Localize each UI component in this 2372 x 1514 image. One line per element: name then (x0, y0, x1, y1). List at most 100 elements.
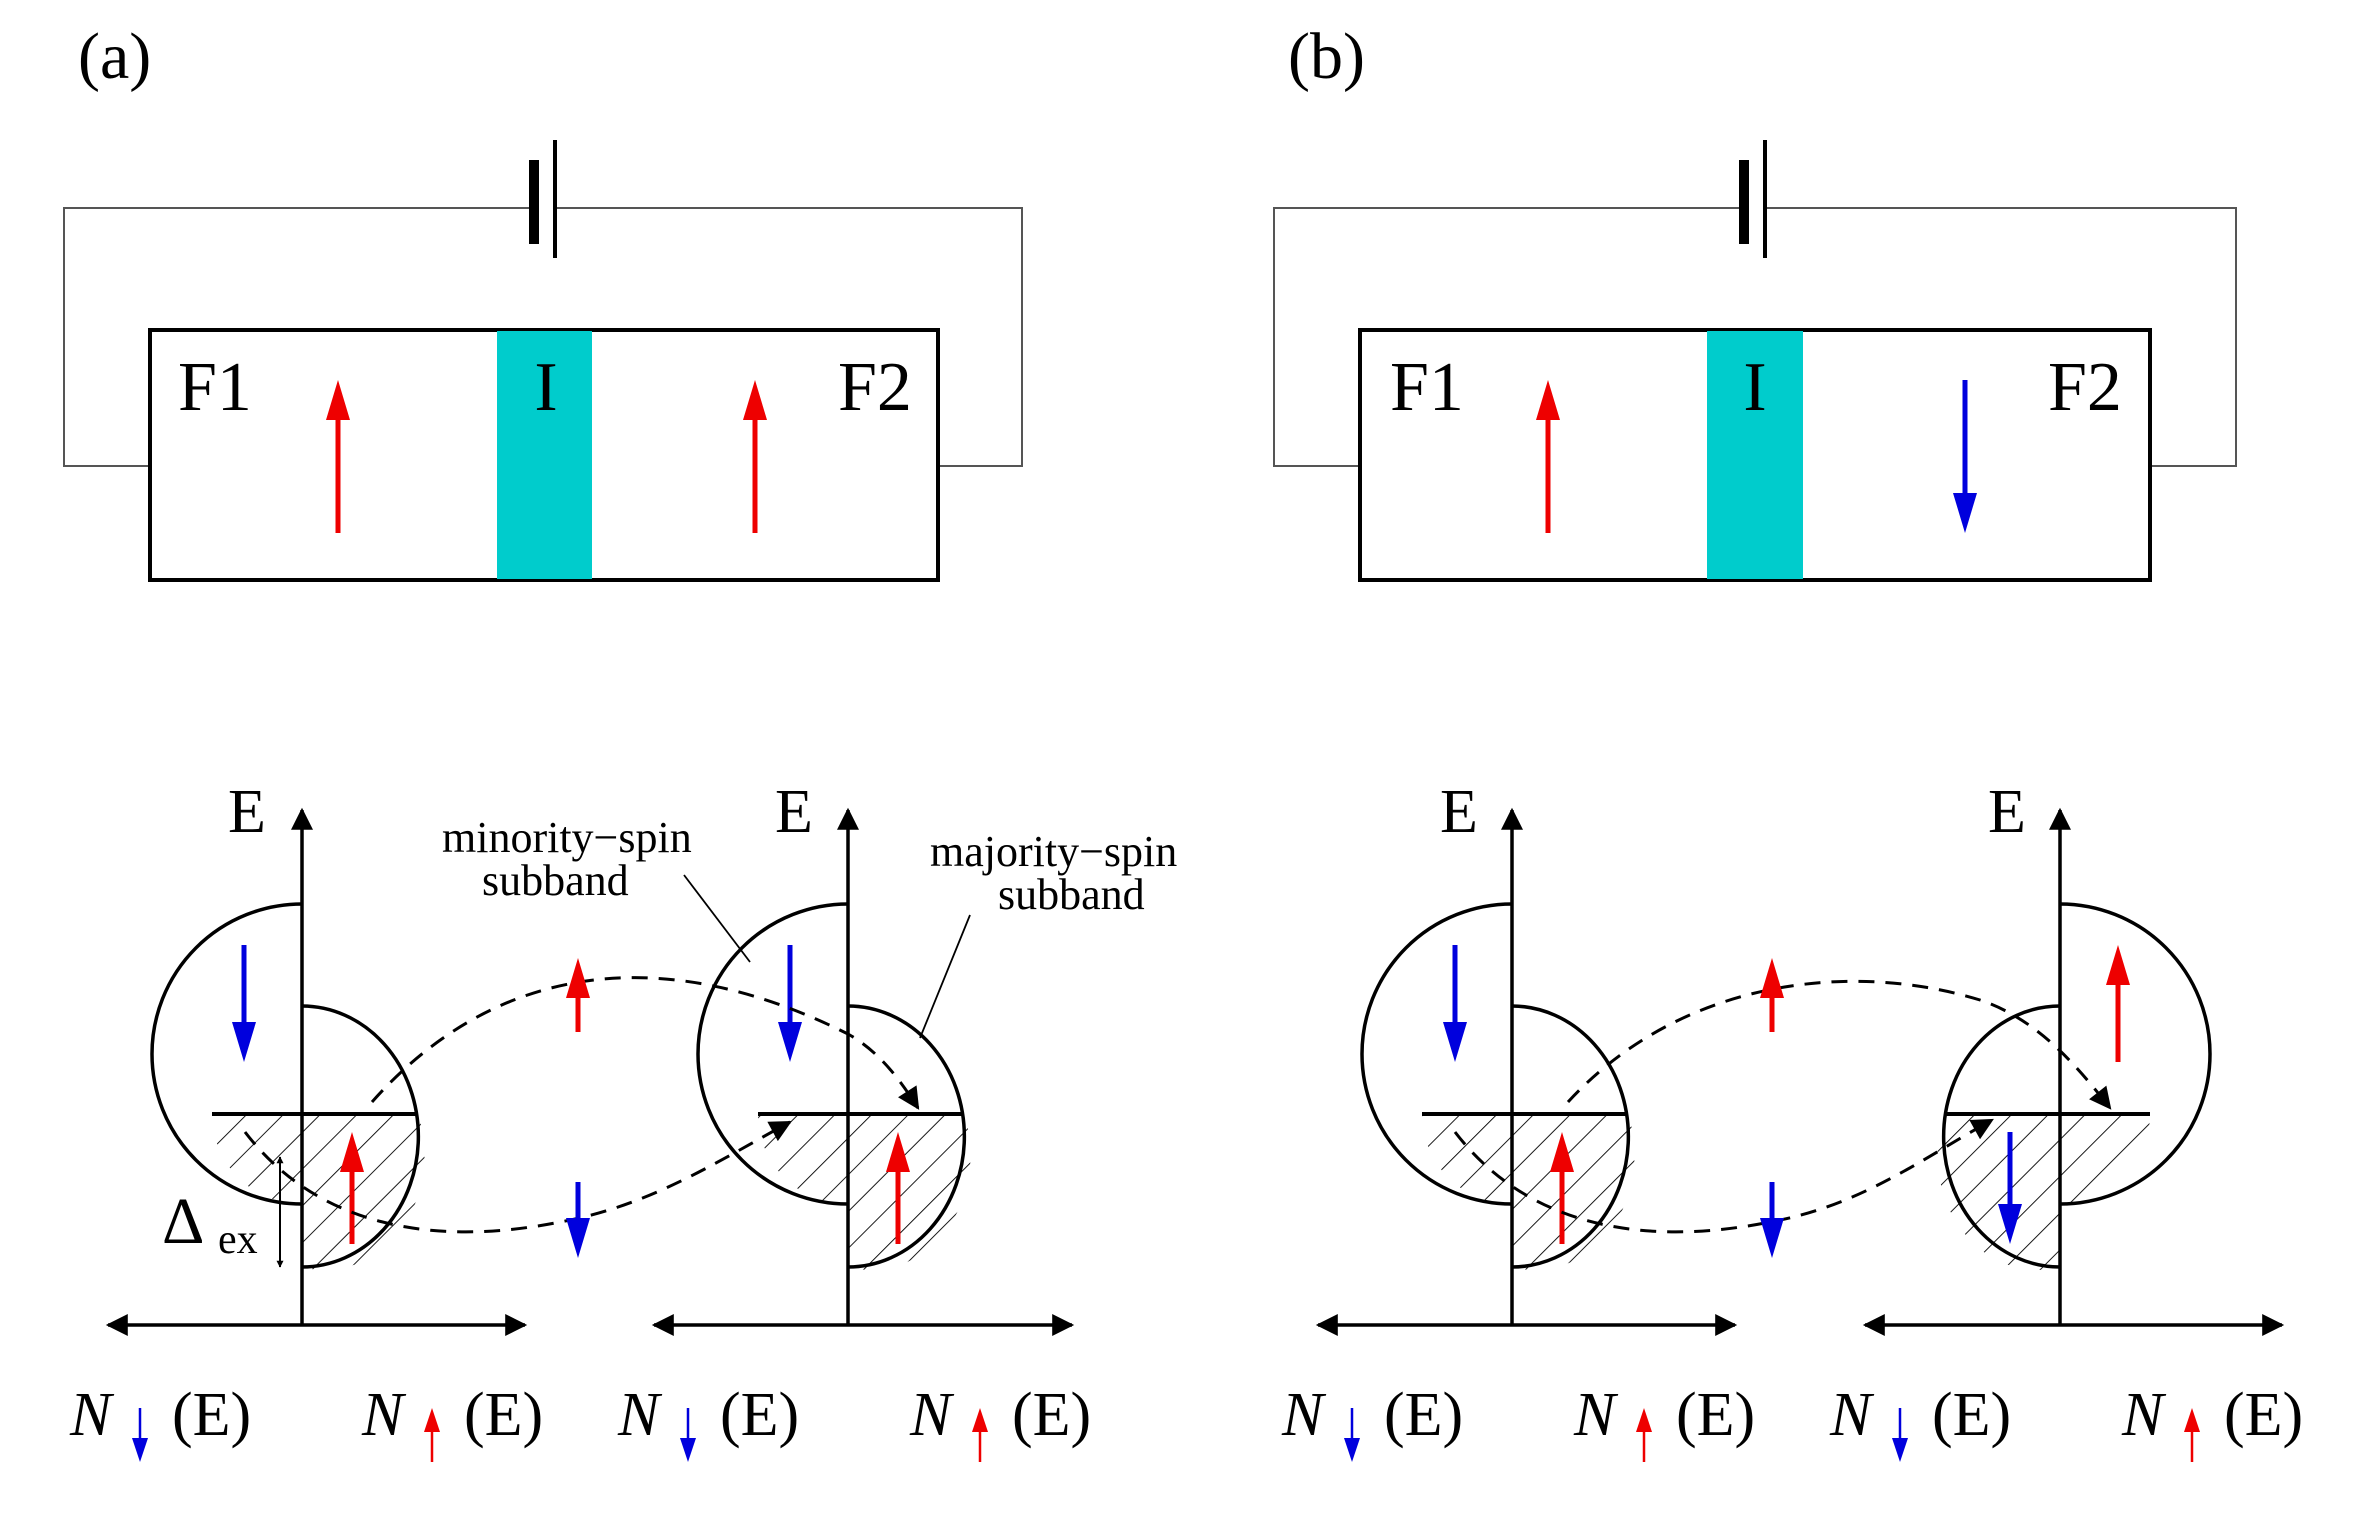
spin-down-subscript-icon (1344, 1408, 1360, 1462)
dos-b-left-minority-band (1360, 902, 1513, 1206)
spin-up-subscript-icon (424, 1408, 440, 1462)
dos-b-right-up-band (2059, 902, 2212, 1206)
arrow-head (566, 958, 590, 998)
dos-b-right-majority-filled (1937, 1114, 2060, 1270)
n-symbol: N (909, 1381, 955, 1449)
arrow-head (340, 1132, 364, 1172)
minority-subband-label-line2: subband (482, 856, 629, 905)
arrow-head (743, 380, 767, 420)
dos-b-left-energy-label: E (1440, 778, 1478, 846)
n-argument: (E) (1932, 1381, 2011, 1449)
panel-a-junction: (a) F1 I F2 (63, 20, 1023, 582)
n-argument: (E) (1012, 1381, 1091, 1449)
dos-a-tunneling (243, 958, 920, 1258)
arrow-head (1998, 1204, 2022, 1244)
panel-b-circuit-wire (1273, 207, 2237, 467)
panel-b-label: (b) (1288, 20, 1365, 93)
panel-b-f1-magnetization-arrow (1536, 380, 1560, 533)
dos-b-left-minority-filled (1422, 1114, 1512, 1204)
arrow-head (566, 1218, 590, 1258)
spin-up-subscript-icon (2184, 1408, 2200, 1462)
dos-a-left-majority-spin-arrow (340, 1132, 364, 1244)
arrow-head (972, 1408, 988, 1432)
n-symbol: N (69, 1381, 115, 1449)
spin-down-subscript-icon (132, 1408, 148, 1462)
n-down-label-2: N (E) (617, 1381, 799, 1462)
arrow-head (132, 1438, 148, 1462)
spin-down-subscript-icon (1892, 1408, 1908, 1462)
panel-a-circuit-wire (63, 207, 1023, 467)
dos-b-right-up-spin-arrow (2106, 945, 2130, 1062)
panel-a-insulator-label: I (534, 349, 557, 426)
arrow-head (1953, 493, 1977, 533)
n-argument: (E) (1384, 1381, 1463, 1449)
majority-subband-pointer (919, 914, 971, 1039)
dos-a-right-minority-spin-arrow (778, 945, 802, 1062)
panel-a-insulator-barrier (497, 331, 592, 579)
panel-a-f1-magnetization-arrow (326, 380, 350, 533)
arrow-head (778, 1022, 802, 1062)
dos-axis-labels: N (E) N (E) N (E) N (E) N (E) N (E) N (E) N (E) (69, 1381, 2303, 1462)
n-up-label-1: N (E) (361, 1381, 543, 1462)
majority-subband-label-line1: majority−spin (930, 827, 1177, 876)
panel-a-f1-label: F1 (178, 349, 252, 426)
dos-b-left-majority-spin-arrow (1550, 1132, 1574, 1244)
dos-b-tunneling-down-spin (1760, 1182, 1784, 1258)
dos-a-left-energy-label: E (228, 778, 266, 846)
dos-a-left-minority-filled (212, 1114, 302, 1204)
spin-up-subscript-icon (1636, 1408, 1652, 1462)
dos-b-right-down-spin-arrow (1998, 1132, 2022, 1244)
arrow-head (424, 1408, 440, 1432)
n-symbol: N (1573, 1381, 1619, 1449)
dos-a-right-minority-band (696, 902, 849, 1206)
panel-b-f1-label: F1 (1390, 349, 1464, 426)
dos-b-tunneling-up-spin (1760, 958, 1784, 1032)
n-symbol: N (1281, 1381, 1327, 1449)
n-down-label-1: N (E) (69, 1381, 251, 1462)
panel-a-label: (a) (78, 20, 151, 93)
n-argument: (E) (720, 1381, 799, 1449)
dos-b-right: E (1862, 778, 2285, 1336)
dos-a-right-majority-band (847, 1004, 967, 1269)
dos-a-tunneling-down-spin (566, 1182, 590, 1258)
dos-b-left-minority-spin-arrow (1443, 945, 1467, 1062)
arrow-head (680, 1438, 696, 1462)
spin-up-subscript-icon (972, 1408, 988, 1462)
panel-b-f2-magnetization-arrow (1953, 380, 1977, 533)
n-symbol: N (361, 1381, 407, 1449)
dos-b-right-down-band (1941, 1004, 2061, 1269)
dos-a-minority-tunneling-path (243, 1120, 792, 1234)
panel-a-f2-label: F2 (838, 349, 912, 426)
arrow-head (886, 1132, 910, 1172)
dos-a-right-minority-filled (758, 1114, 848, 1204)
dos-b-minority-tunneling-path (1453, 1118, 1994, 1234)
n-symbol: N (2121, 1381, 2167, 1449)
minority-subband-label-line1: minority−spin (442, 813, 692, 862)
dos-b-left: E (1315, 778, 1738, 1336)
dos-a-left-majority-filled (302, 1114, 425, 1270)
n-argument: (E) (1676, 1381, 1755, 1449)
arrow-head (2184, 1408, 2200, 1432)
dos-a-left-minority-band (150, 902, 303, 1206)
n-up-label-2: N (E) (909, 1381, 1091, 1462)
majority-subband-label-line2: subband (998, 870, 1145, 919)
dos-b-right-energy-label: E (1988, 778, 2026, 846)
n-symbol: N (617, 1381, 663, 1449)
n-up-label-3: N (E) (1573, 1381, 1755, 1462)
panel-b-insulator-label: I (1743, 349, 1766, 426)
arrow-head (1760, 1218, 1784, 1258)
dos-a-right: E minority−spin subband majority−spin su… (442, 778, 1177, 1336)
n-argument: (E) (172, 1381, 251, 1449)
dos-a-majority-tunneling-path (370, 976, 920, 1110)
panel-b-junction: (b) F1 I F2 (1273, 20, 2237, 582)
dos-a-right-majority-spin-arrow (886, 1132, 910, 1244)
dos-a-right-energy-label: E (775, 778, 813, 846)
dos-b-tunneling (1453, 958, 2112, 1258)
dos-a-left-majority-band (301, 1004, 421, 1269)
n-down-label-4: N (E) (1829, 1381, 2011, 1462)
dos-a-left: E Δ ex (105, 778, 528, 1336)
dos-a-tunneling-up-spin (566, 958, 590, 1032)
arrow-head (1443, 1022, 1467, 1062)
n-argument: (E) (2224, 1381, 2303, 1449)
